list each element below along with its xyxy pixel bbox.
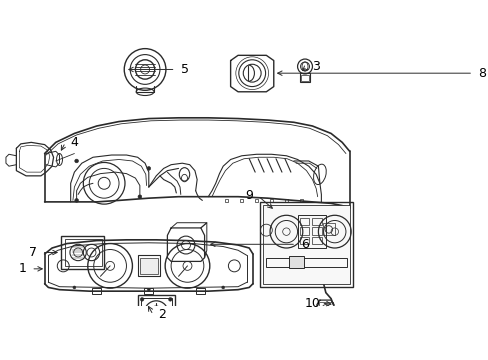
Bar — [225, 199, 228, 202]
Bar — [299, 237, 309, 244]
Bar — [92, 288, 101, 294]
Circle shape — [147, 288, 150, 291]
Circle shape — [75, 159, 79, 163]
Bar — [297, 215, 325, 248]
Bar — [240, 199, 243, 202]
Bar — [312, 217, 322, 225]
Circle shape — [221, 286, 224, 289]
Bar — [299, 227, 309, 235]
Bar — [260, 202, 353, 287]
Bar — [263, 205, 350, 284]
Bar — [61, 236, 104, 269]
Bar — [137, 256, 160, 276]
Bar — [299, 217, 309, 225]
Text: 1: 1 — [19, 262, 26, 275]
Bar — [266, 258, 346, 267]
Bar — [322, 224, 334, 235]
Text: 5: 5 — [180, 63, 188, 76]
Circle shape — [168, 297, 172, 301]
Circle shape — [146, 167, 150, 170]
Text: 3: 3 — [312, 60, 320, 73]
Bar — [196, 288, 205, 294]
Bar — [151, 330, 161, 334]
Circle shape — [140, 324, 143, 328]
Bar — [269, 199, 272, 202]
Bar — [301, 75, 308, 81]
Bar — [312, 227, 322, 235]
Bar — [255, 199, 258, 202]
Text: 2: 2 — [158, 309, 166, 321]
Bar — [140, 258, 158, 274]
Text: 4: 4 — [70, 136, 78, 149]
Circle shape — [75, 199, 79, 202]
Text: 9: 9 — [245, 189, 253, 202]
Bar — [288, 256, 303, 268]
Text: 7: 7 — [29, 246, 37, 259]
Bar — [299, 73, 309, 82]
Text: 10: 10 — [304, 297, 320, 310]
Bar — [144, 288, 153, 294]
Circle shape — [140, 297, 143, 301]
Circle shape — [73, 286, 76, 289]
Text: 8: 8 — [477, 67, 485, 80]
Bar — [137, 295, 175, 330]
Circle shape — [168, 324, 172, 328]
Bar — [285, 199, 287, 202]
Bar — [319, 302, 332, 314]
Bar — [64, 239, 102, 266]
Bar — [312, 237, 322, 244]
Text: 6: 6 — [301, 238, 308, 251]
Circle shape — [138, 195, 142, 199]
Bar — [299, 199, 302, 202]
Bar — [141, 298, 171, 328]
